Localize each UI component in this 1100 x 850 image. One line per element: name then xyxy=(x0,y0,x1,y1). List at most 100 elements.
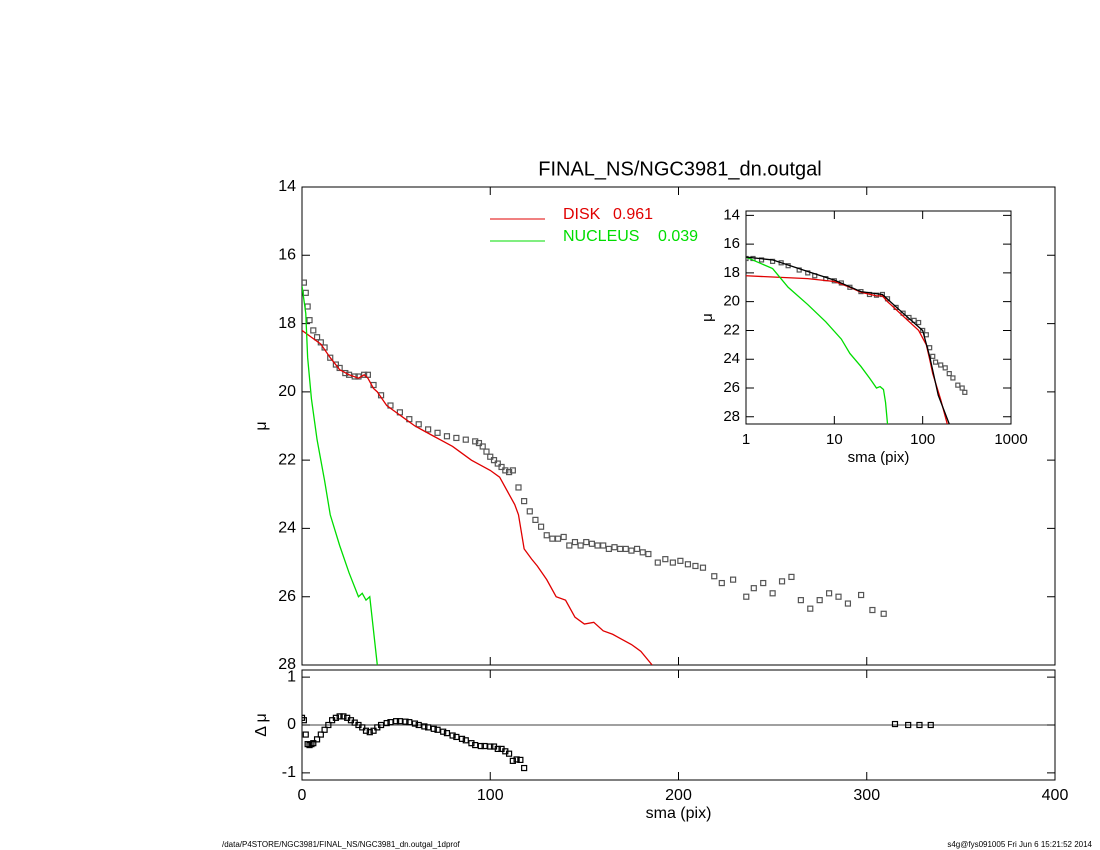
data-point xyxy=(554,535,562,542)
data-point xyxy=(313,736,321,743)
data-point xyxy=(927,721,934,729)
data-point xyxy=(462,737,469,744)
y-tick-label: -1 xyxy=(282,764,296,781)
chart-title: FINAL_NS/NGC3981_dn.outgal xyxy=(538,158,822,180)
data-point xyxy=(472,741,479,749)
y-tick-label: 26 xyxy=(723,379,740,396)
y-tick-label: 20 xyxy=(723,293,740,310)
data-point xyxy=(729,576,737,583)
data-point xyxy=(509,467,516,474)
y-tick-label: 18 xyxy=(723,264,740,281)
footer-left: /data/P4STORE/NGC3981/FINAL_NS/NGC3981_d… xyxy=(222,840,461,849)
data-point xyxy=(377,721,385,729)
profile-line xyxy=(302,329,653,665)
data-point xyxy=(477,742,484,750)
data-point xyxy=(302,279,307,286)
data-point xyxy=(313,334,321,341)
data-point xyxy=(362,727,370,734)
data-point xyxy=(411,720,419,727)
y-tick-label: 20 xyxy=(278,383,296,400)
legend-name: NUCLEUS xyxy=(563,228,639,245)
data-point xyxy=(654,559,661,566)
data-point xyxy=(962,389,968,395)
data-point xyxy=(684,561,692,568)
data-point xyxy=(633,545,641,553)
data-point xyxy=(718,579,725,587)
y-axis-label: μ xyxy=(699,313,716,322)
data-point xyxy=(577,542,584,549)
data-point xyxy=(487,743,494,750)
profile-line xyxy=(746,256,889,424)
data-point xyxy=(430,725,437,732)
legend-name: DISK xyxy=(563,206,601,223)
data-point xyxy=(617,545,624,553)
plot-area xyxy=(746,255,968,424)
data-point xyxy=(807,605,814,612)
data-point xyxy=(302,717,307,724)
x-tick-label: 1 xyxy=(742,431,750,448)
data-point xyxy=(317,731,324,738)
data-point xyxy=(505,750,513,757)
data-point xyxy=(336,713,343,720)
data-point xyxy=(930,353,936,359)
data-point xyxy=(677,557,684,564)
data-point xyxy=(628,547,635,554)
data-point xyxy=(797,597,804,604)
y-tick-label: 14 xyxy=(723,206,740,223)
y-tick-label: 0 xyxy=(287,716,296,733)
data-point xyxy=(425,724,432,731)
data-point xyxy=(434,726,441,733)
data-point xyxy=(532,516,539,523)
y-tick-label: 24 xyxy=(278,520,296,537)
data-point xyxy=(364,371,371,378)
data-point xyxy=(415,721,422,729)
y-tick-label: 24 xyxy=(723,350,740,367)
data-point xyxy=(453,434,460,442)
data-point xyxy=(387,719,394,726)
y-tick-label: 14 xyxy=(278,178,296,195)
data-point xyxy=(906,314,912,321)
data-point xyxy=(453,733,460,741)
data-point xyxy=(383,719,390,727)
data-point xyxy=(549,535,556,542)
y-tick-label: 28 xyxy=(723,408,740,425)
data-point xyxy=(487,453,494,460)
data-point xyxy=(304,303,311,310)
data-point xyxy=(955,382,961,388)
data-point xyxy=(588,540,596,547)
data-point xyxy=(594,542,601,549)
x-tick-label: 100 xyxy=(910,431,935,448)
data-point xyxy=(458,735,466,742)
data-point xyxy=(396,718,403,725)
data-point xyxy=(778,578,786,585)
data-point xyxy=(393,718,400,725)
profile-line xyxy=(746,256,950,424)
data-point xyxy=(938,362,944,368)
data-point xyxy=(639,549,646,556)
profile-line xyxy=(746,275,948,424)
data-point xyxy=(443,730,451,737)
data-point xyxy=(304,741,311,748)
data-point xyxy=(321,726,328,733)
data-point xyxy=(449,732,456,739)
data-point xyxy=(916,721,923,729)
data-point xyxy=(760,579,767,587)
data-point xyxy=(340,713,347,720)
data-point xyxy=(835,593,842,600)
data-point xyxy=(421,723,428,730)
x-axis-label: sma (pix) xyxy=(848,449,910,466)
data-point xyxy=(916,319,922,326)
data-point xyxy=(645,550,652,558)
data-point xyxy=(402,718,409,725)
plot-area xyxy=(302,713,1055,772)
x-tick-label: 100 xyxy=(477,787,504,804)
data-point xyxy=(406,719,413,726)
x-tick-label: 10 xyxy=(826,431,843,448)
data-point xyxy=(959,385,965,391)
data-point xyxy=(490,457,498,464)
legend-fraction: 0.039 xyxy=(658,228,698,245)
data-point xyxy=(440,728,447,735)
data-point xyxy=(472,438,479,445)
data-point xyxy=(302,731,309,738)
